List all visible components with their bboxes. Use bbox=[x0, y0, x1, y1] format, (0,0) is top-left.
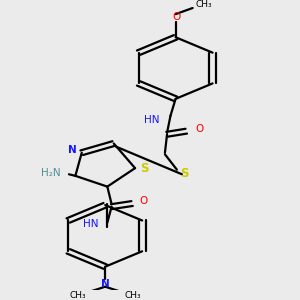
Text: S: S bbox=[180, 167, 188, 180]
Text: N: N bbox=[68, 145, 77, 155]
Text: H₂N: H₂N bbox=[41, 168, 60, 178]
Text: O: O bbox=[195, 124, 203, 134]
Text: S: S bbox=[140, 162, 149, 175]
Text: CH₃: CH₃ bbox=[69, 291, 86, 300]
Text: O: O bbox=[140, 196, 148, 206]
Text: HN: HN bbox=[82, 219, 98, 229]
Text: HN: HN bbox=[144, 115, 160, 125]
Text: CH₃: CH₃ bbox=[195, 0, 211, 9]
Text: N: N bbox=[101, 279, 110, 289]
Text: O: O bbox=[172, 12, 181, 22]
Text: CH₃: CH₃ bbox=[124, 291, 141, 300]
